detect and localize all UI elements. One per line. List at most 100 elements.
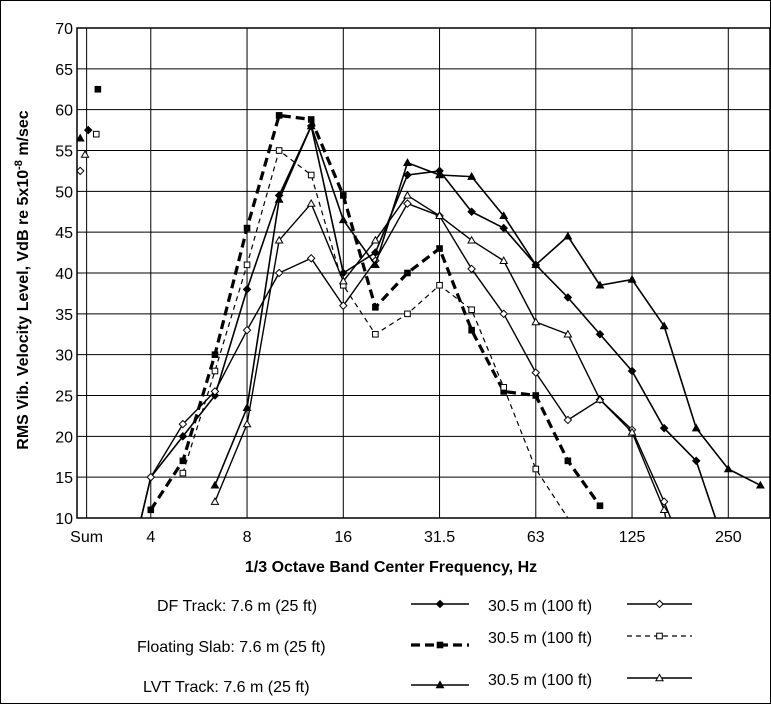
data-point-marker: [468, 326, 475, 334]
y-axis-title-exponent: -8: [13, 160, 25, 170]
data-point-marker: [307, 171, 315, 179]
legend-label-df-track-near: DF Track: 7.6 m (25 ft): [157, 598, 317, 615]
series-4: [77, 121, 765, 489]
data-point-marker: [532, 392, 540, 399]
x-tick-label: 16: [334, 529, 352, 546]
data-point-marker: [404, 310, 411, 318]
data-point-marker: [404, 269, 411, 277]
data-point-marker: [210, 387, 220, 396]
x-tick-labels: Sum 4 8 16 31.5 63 125 250: [70, 529, 742, 546]
legend-label-floating-slab-near: Floating Slab: 7.6 m (25 ft): [137, 639, 326, 656]
y-tick-label: 45: [55, 225, 73, 242]
data-point-marker: [338, 301, 348, 310]
legend-label-df-track-far: 30.5 m (100 ft): [488, 598, 592, 615]
data-point-marker: [178, 419, 188, 429]
data-point-marker: [436, 245, 443, 252]
x-axis-title: 1/3 Octave Band Center Frequency, Hz: [245, 559, 537, 576]
data-point-marker: [499, 309, 509, 319]
data-point-marker: [243, 261, 251, 269]
data-point-marker: [500, 384, 508, 391]
x-tick-label: Sum: [70, 529, 103, 546]
data-point-marker: [179, 469, 187, 477]
legend-label-lvt-track-far: 30.5 m (100 ft): [488, 672, 592, 689]
data-point-marker: [147, 506, 155, 514]
data-point-marker: [755, 480, 765, 489]
data-point-marker: [436, 281, 443, 289]
data-point-marker: [595, 329, 605, 339]
data-point-marker: [691, 456, 701, 466]
data-point-marker: [499, 223, 509, 233]
y-tick-label: 35: [55, 307, 73, 324]
data-point-marker: [499, 256, 509, 264]
legend: DF Track: 7.6 m (25 ft) 30.5 m (100 ft) …: [137, 598, 692, 696]
data-point-marker: [403, 170, 412, 180]
data-point-marker: [275, 112, 283, 119]
data-point-marker: [467, 207, 476, 217]
data-point-marker: [402, 190, 412, 199]
series-0: [83, 121, 717, 518]
data-point-marker: [211, 367, 219, 375]
gridlines: [77, 27, 770, 519]
series-5: [80, 149, 669, 518]
data-point-marker: [370, 235, 380, 244]
y-axis-title-main: RMS Vib. Velocity Level, VdB re 5x10: [15, 170, 32, 450]
sum-marker: [77, 166, 85, 176]
data-point-marker: [659, 321, 669, 330]
data-point-marker: [596, 502, 604, 510]
data-point-marker: [435, 211, 445, 220]
data-point-marker: [563, 415, 573, 425]
legend-swatch-marker: [436, 641, 444, 649]
data-point-marker: [659, 505, 669, 514]
data-point-marker: [371, 248, 380, 257]
data-point-marker: [595, 280, 605, 289]
data-point-marker: [564, 457, 572, 465]
y-tick-label: 65: [55, 62, 73, 79]
series-1: [77, 166, 672, 518]
series-3: [92, 130, 569, 518]
y-tick-label: 40: [55, 266, 73, 283]
data-point-marker: [595, 394, 605, 403]
data-point-marker: [242, 285, 252, 294]
data-point-marker: [467, 235, 477, 244]
data-point-marker: [338, 215, 348, 224]
data-point-marker: [372, 330, 379, 338]
data-point-marker: [468, 306, 475, 314]
data-point-marker: [338, 276, 348, 285]
data-point-marker: [146, 472, 156, 482]
data-point-marker: [532, 465, 540, 473]
series-2: [94, 85, 604, 514]
data-point-marker: [627, 274, 637, 283]
data-point-marker: [306, 198, 316, 207]
data-point-marker: [274, 194, 284, 203]
x-tick-label: 31.5: [424, 529, 455, 546]
series-line: [214, 194, 667, 518]
y-axis-title-unit: m/sec: [15, 110, 32, 160]
data-point-marker: [467, 264, 476, 274]
data-point-marker: [691, 423, 701, 432]
data-point-marker: [372, 304, 379, 311]
legend-label-floating-slab-far: 30.5 m (100 ft): [488, 630, 592, 647]
series-line: [214, 125, 761, 487]
data-point-marker: [210, 480, 220, 489]
data-point-marker: [563, 231, 573, 240]
y-tick-labels: 10 15 20 25 30 35 40 45 50 55 60 65 70: [55, 21, 73, 528]
legend-label-lvt-track-near: LVT Track: 7.6 m (25 ft): [143, 679, 310, 696]
y-tick-label: 25: [55, 389, 73, 406]
y-tick-label: 30: [55, 348, 73, 365]
x-tick-label: 63: [527, 529, 545, 546]
y-axis-title: RMS Vib. Velocity Level, VdB re 5x10-8 m…: [13, 110, 32, 450]
data-point-marker: [403, 199, 412, 208]
data-point-marker: [723, 464, 733, 473]
data-point-marker: [242, 419, 252, 428]
x-tick-label: 125: [619, 529, 646, 546]
series-line: [140, 125, 717, 518]
data-point-marker: [274, 235, 284, 244]
x-tick-label: 250: [715, 529, 742, 546]
legend-swatches: [411, 599, 692, 689]
data-point-marker: [402, 158, 412, 166]
y-tick-label: 50: [55, 184, 73, 201]
legend-swatch-marker: [435, 680, 445, 689]
data-point-marker: [467, 172, 477, 180]
data-point-marker: [499, 211, 509, 220]
